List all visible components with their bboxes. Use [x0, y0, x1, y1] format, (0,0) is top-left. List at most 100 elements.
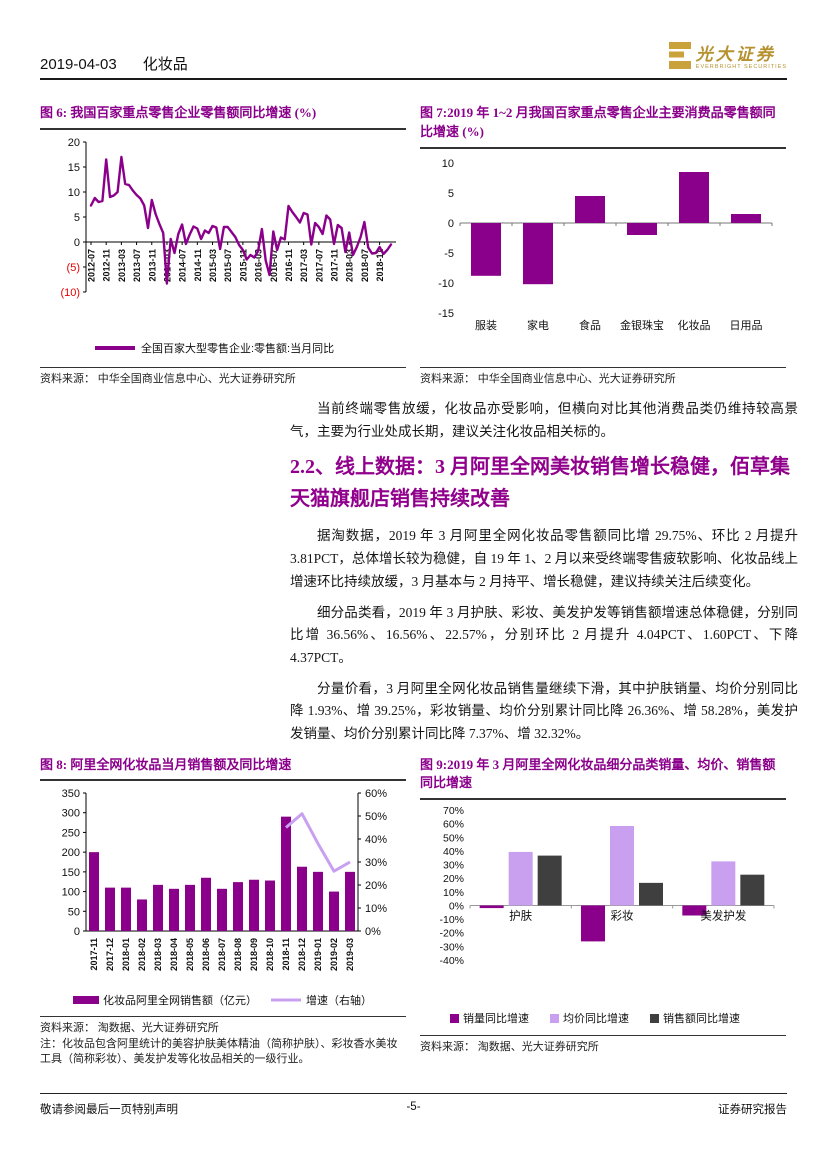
svg-text:50: 50: [68, 907, 80, 919]
svg-text:2018-03: 2018-03: [345, 249, 355, 282]
svg-text:2013-03: 2013-03: [117, 249, 127, 282]
svg-text:2016-11: 2016-11: [284, 249, 294, 282]
svg-text:0%: 0%: [449, 901, 464, 913]
svg-text:2013-07: 2013-07: [132, 249, 142, 282]
fig9-source: 资料来源： 淘数据、光大证券研究所: [420, 1035, 786, 1054]
figure-row-bottom: 图 8: 阿里全网化妆品当月销售额及同比增速 0 50 100 150 200 250 30…: [40, 756, 787, 1067]
svg-text:2017-03: 2017-03: [299, 249, 309, 282]
svg-text:10: 10: [68, 187, 80, 199]
svg-text:化妆品阿里全网销售额（亿元）: 化妆品阿里全网销售额（亿元）: [103, 993, 257, 1007]
figure-7: 图 7:2019 年 1~2 月我国百家重点零售企业主要消费品零售额同比增速 (…: [420, 104, 786, 386]
svg-text:彩妆: 彩妆: [611, 910, 634, 923]
svg-text:300: 300: [62, 808, 80, 820]
fig7-title: 图 7:2019 年 1~2 月我国百家重点零售企业主要消费品零售额同比增速 (…: [420, 104, 786, 149]
page-header: 2019-04-03 化妆品 光大证券 EVERBRIGHT SECURITIES: [40, 40, 787, 80]
figure-9: 图 9:2019 年 3 月阿里全网化妆品细分品类销量、均价、销售额同比增速 7…: [420, 756, 786, 1067]
paragraph-volume-price: 分量价看，3 月阿里全网化妆品销售量继续下滑，其中护肤销量、均价分别同比降 1.…: [290, 680, 798, 741]
svg-text:2018-10: 2018-10: [265, 938, 275, 971]
svg-text:60%: 60%: [443, 819, 464, 831]
svg-text:家电: 家电: [527, 318, 549, 332]
fig7-chart: 10 5 0 -5 -10 -15 服装 家电 食品 金银珠宝 化妆品 日用品: [420, 149, 786, 367]
svg-text:60%: 60%: [365, 788, 387, 800]
svg-text:50%: 50%: [443, 832, 464, 844]
svg-text:20%: 20%: [443, 873, 464, 885]
svg-text:均价同比增速: 均价同比增速: [563, 1011, 629, 1025]
fig6-line-chart: 20 15 10 5 0 (5) (10) 2012-07 2012-11 2013-03 2013…: [60, 137, 396, 355]
logo-text-block: 光大证券 EVERBRIGHT SECURITIES: [696, 46, 787, 71]
fig8-combo-chart: 0 50 100 150 200 250 300 350 0% 10% 20% 30% 40% 50% 60…: [62, 788, 388, 1007]
svg-text:-15: -15: [438, 308, 454, 320]
svg-text:2019-03: 2019-03: [345, 938, 355, 971]
fig6-title: 图 6: 我国百家重点零售企业零售额同比增速 (%): [40, 104, 406, 130]
svg-text:2018-04: 2018-04: [169, 938, 179, 971]
svg-text:2019-02: 2019-02: [329, 938, 339, 971]
fig7-source: 资料来源： 中华全国商业信息中心、光大证券研究所: [420, 366, 786, 386]
svg-text:20: 20: [68, 137, 80, 149]
page-number: -5-: [406, 1101, 421, 1113]
svg-text:2013-11: 2013-11: [147, 249, 157, 282]
body-text-column: 当前终端零售放缓，化妆品亦受影响，但横向对比其他消费品类仍维持较高景气，主要为行…: [290, 398, 798, 745]
svg-text:化妆品: 化妆品: [678, 318, 711, 332]
svg-text:2018-11: 2018-11: [281, 938, 291, 971]
svg-text:0: 0: [74, 926, 80, 938]
svg-text:日用品: 日用品: [730, 319, 763, 332]
svg-text:2018-01: 2018-01: [121, 938, 131, 971]
svg-text:-10%: -10%: [439, 914, 464, 926]
section-heading-2-2: 2.2、线上数据：3 月阿里全网美妆销售增长稳健，佰草集天猫旗舰店销售持续改善: [290, 456, 790, 511]
svg-text:10%: 10%: [443, 887, 464, 899]
svg-text:200: 200: [62, 848, 80, 860]
svg-text:2018-05: 2018-05: [185, 938, 195, 971]
svg-text:40%: 40%: [443, 846, 464, 858]
svg-text:2018-08: 2018-08: [233, 938, 243, 971]
figure-8: 图 8: 阿里全网化妆品当月销售额及同比增速 0 50 100 150 200 250 30…: [40, 756, 406, 1067]
svg-text:10%: 10%: [365, 903, 387, 915]
svg-text:350: 350: [62, 788, 80, 800]
figure-row-top: 图 6: 我国百家重点零售企业零售额同比增速 (%) 20 15 10 5 0 (5) (1…: [40, 104, 787, 386]
fig8-chart: 0 50 100 150 200 250 300 350 0% 10% 20% 30% 40% 50% 60…: [40, 781, 406, 1016]
header-meta: 2019-04-03 化妆品: [40, 53, 188, 74]
fig6-source: 资料来源： 中华全国商业信息中心、光大证券研究所: [40, 366, 406, 386]
svg-text:2014-07: 2014-07: [178, 249, 188, 282]
svg-text:销量同比增速: 销量同比增速: [463, 1011, 529, 1025]
svg-text:全国百家大型零售企业:零售额:当月同比: 全国百家大型零售企业:零售额:当月同比: [141, 341, 334, 355]
svg-text:增速（右轴）: 增速（右轴）: [306, 993, 372, 1007]
svg-text:-20%: -20%: [439, 928, 464, 940]
svg-text:40%: 40%: [365, 834, 387, 846]
svg-text:2019-01: 2019-01: [313, 938, 323, 971]
fig9-chart: 70% 60% 50% 40% 30% 20% 10% 0% -10% -20% -30% -40% 护…: [420, 800, 786, 1035]
footer-disclaimer: 敬请参阅最后一页特别声明: [40, 1104, 178, 1116]
svg-text:250: 250: [62, 828, 80, 840]
svg-text:15: 15: [68, 162, 80, 174]
svg-text:30%: 30%: [443, 860, 464, 872]
svg-text:-30%: -30%: [439, 942, 464, 954]
fig8-source: 资料来源： 淘数据、光大证券研究所: [40, 1016, 406, 1035]
svg-text:2015-11: 2015-11: [238, 249, 248, 282]
svg-text:0%: 0%: [365, 926, 381, 938]
svg-text:服装: 服装: [475, 319, 497, 332]
svg-text:2018-09: 2018-09: [249, 938, 259, 971]
svg-text:2017-11: 2017-11: [89, 938, 99, 971]
logo-name-en: EVERBRIGHT SECURITIES: [695, 63, 787, 70]
svg-text:金银珠宝: 金银珠宝: [620, 318, 664, 332]
svg-text:2017-12: 2017-12: [105, 938, 115, 971]
logo-name-cn: 光大证券: [695, 44, 776, 64]
svg-text:20%: 20%: [365, 880, 387, 892]
report-date: 2019-04-03: [40, 56, 117, 73]
svg-text:2012-11: 2012-11: [102, 249, 112, 282]
footer-report-type: 证券研究报告: [718, 1104, 787, 1116]
svg-text:2018-06: 2018-06: [201, 938, 211, 971]
svg-text:2018-07: 2018-07: [217, 938, 227, 971]
svg-text:2016-07: 2016-07: [269, 249, 279, 282]
svg-text:100: 100: [62, 887, 80, 899]
fig7-bar-chart: 10 5 0 -5 -10 -15 服装 家电 食品 金银珠宝 化妆品 日用品: [438, 158, 773, 332]
svg-text:(5): (5): [67, 262, 80, 274]
svg-text:销售额同比增速: 销售额同比增速: [663, 1011, 740, 1025]
figure-6: 图 6: 我国百家重点零售企业零售额同比增速 (%) 20 15 10 5 0 (5) (1…: [40, 104, 406, 386]
svg-text:2012-07: 2012-07: [87, 249, 97, 282]
report-category: 化妆品: [142, 56, 188, 73]
svg-text:0: 0: [448, 218, 454, 230]
svg-text:30%: 30%: [365, 857, 387, 869]
svg-text:-40%: -40%: [439, 955, 464, 967]
page-footer: 敬请参阅最后一页特别声明 -5- 证券研究报告: [40, 1093, 787, 1117]
